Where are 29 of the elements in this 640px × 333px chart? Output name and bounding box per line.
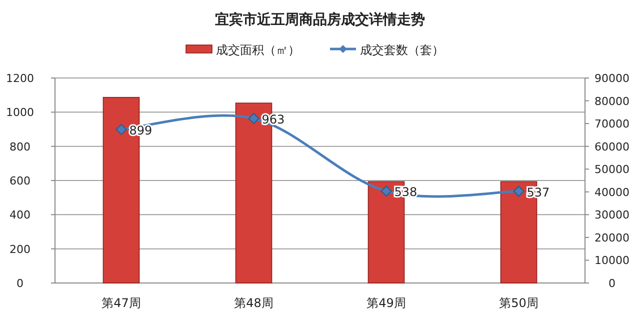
y2-tick-label: 70000: [594, 118, 630, 131]
y-tick-label: 400: [10, 208, 30, 222]
y-tick-label: 600: [10, 174, 30, 188]
data-label: 538: [394, 185, 418, 200]
y-tick-label: 800: [10, 140, 30, 154]
y2-tick-label: 40000: [594, 186, 630, 199]
y2-tick-label: 60000: [594, 140, 630, 154]
x-tick-label: 第48周: [234, 296, 274, 310]
chart-title: 宜宾市近五周商品房成交详情走势: [215, 11, 425, 28]
y-tick-label: 200: [10, 242, 30, 256]
y2-tick-label: 0: [608, 277, 616, 290]
x-tick-label: 第50周: [499, 296, 538, 310]
point: [513, 186, 524, 197]
x-tick-label: 第47周: [102, 296, 141, 310]
y2-tick-label: 90000: [594, 72, 630, 85]
legend-label: 成交套数（套）: [360, 43, 444, 57]
y2-tick-label: 10000: [594, 254, 630, 268]
y-tick-label: 0: [16, 277, 24, 290]
y-tick-label: 1000: [6, 106, 34, 120]
y2-tick-label: 80000: [594, 94, 630, 108]
y-tick-label: 1200: [6, 72, 34, 85]
y2-tick-label: 30000: [594, 208, 630, 222]
x-tick-label: 第49周: [366, 296, 406, 310]
y2-tick-label: 20000: [594, 231, 630, 244]
y2-tick-label: 50000: [594, 163, 630, 176]
point: [248, 112, 260, 124]
point: [380, 186, 392, 197]
point: [116, 124, 127, 135]
legend-label: 成交面积（㎡）: [216, 43, 300, 57]
